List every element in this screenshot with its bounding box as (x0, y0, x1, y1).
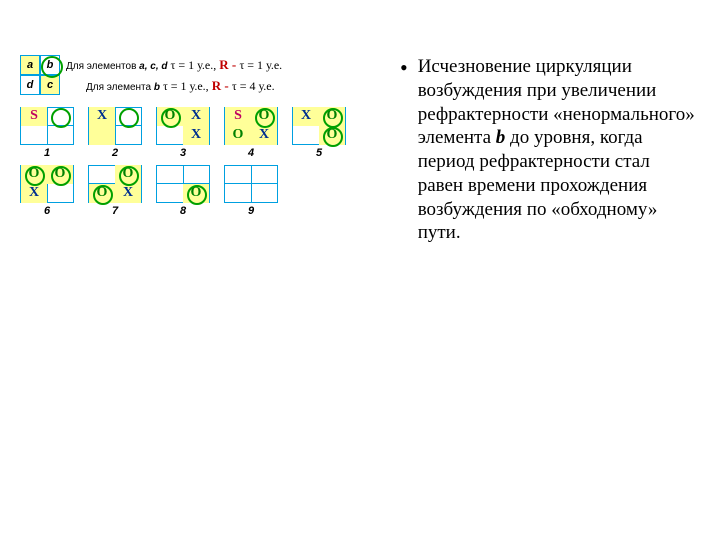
panels-row-bottom: OOX6OOX7O89 (20, 165, 360, 217)
panel-grid-4: SOOX (224, 107, 278, 145)
panel-grid-8: O (156, 165, 210, 203)
cell-a: a (20, 55, 40, 75)
panel-label-7: 7 (112, 205, 118, 217)
panel-grid-6: OOX (20, 165, 74, 203)
panel-7: OOX 7 (88, 165, 142, 217)
cell-br: X (183, 126, 209, 145)
cell-br (47, 126, 73, 145)
header-row: a b d c Для элементов a, c, d τ = 1 у.е.… (20, 55, 360, 97)
l1-tau: τ = 1 у.е., (168, 58, 220, 72)
cell-tr: O (115, 165, 141, 184)
l1-R: R - (219, 57, 239, 72)
abcd-grid: a b d c (20, 55, 60, 95)
cell-br (47, 184, 73, 203)
l2-rtau: τ = 4 у.е. (232, 79, 275, 93)
formula-line-1: Для элементов a, c, d τ = 1 у.е., R - τ … (66, 55, 282, 76)
cell-tl (89, 165, 115, 184)
cell-tr: X (183, 107, 209, 126)
cell-d: d (20, 75, 40, 95)
cell-tl (157, 165, 183, 184)
cell-br: O (183, 184, 209, 203)
panel-grid-5: XOO (292, 107, 346, 145)
l1-rtau: τ = 1 у.е. (239, 58, 282, 72)
cell-tr: O (47, 165, 73, 184)
l2-tau: τ = 1 у.е., (160, 79, 212, 93)
cell-tl: O (21, 165, 47, 184)
panel-label-3: 3 (180, 147, 186, 159)
text-column: • Исчезновение циркуляции возбуждения пр… (390, 55, 695, 245)
panel-4: SOOX 4 (224, 107, 278, 159)
panel-grid-7: OOX (88, 165, 142, 203)
bullet-icon: • (400, 55, 408, 245)
cell-tr (183, 165, 209, 184)
cell-br (115, 126, 141, 145)
panel-label-1: 1 (44, 147, 50, 159)
panel-grid-1: S (20, 107, 74, 145)
panel-3: OXX 3 (156, 107, 210, 159)
cell-bl: O (89, 184, 115, 203)
cell-tr: O (319, 107, 345, 126)
formula-block: Для элементов a, c, d τ = 1 у.е., R - τ … (66, 55, 282, 97)
cell-tr (47, 107, 73, 126)
diagram-area: a b d c Для элементов a, c, d τ = 1 у.е.… (20, 55, 360, 245)
l2-R: R - (212, 78, 232, 93)
panel-label-5: 5 (316, 147, 322, 159)
panels-row-top: S1X2OXX3SOOX4XOO5 (20, 107, 360, 159)
cell-bl (225, 184, 251, 203)
cell-tl: S (21, 107, 47, 126)
panel-6: OOX 6 (20, 165, 74, 217)
panel-8: O8 (156, 165, 210, 217)
panel-2: X2 (88, 107, 142, 159)
cell-br (251, 184, 277, 203)
cell-tl: X (89, 107, 115, 126)
cell-bl (89, 126, 115, 145)
cell-bl (21, 126, 47, 145)
cell-tr: O (251, 107, 277, 126)
cell-tl: X (293, 107, 319, 126)
formula-line-2: Для элемента b τ = 1 у.е., R - τ = 4 у.е… (66, 76, 282, 97)
panel-label-9: 9 (248, 205, 254, 217)
panel-grid-2: X (88, 107, 142, 145)
cell-br: O (319, 126, 345, 145)
cell-tl: S (225, 107, 251, 126)
para-bold-b: b (496, 127, 506, 148)
cell-br: X (251, 126, 277, 145)
panel-grid-9 (224, 165, 278, 203)
panel-label-4: 4 (248, 147, 254, 159)
cell-b: b (40, 55, 60, 75)
cell-bl: O (225, 126, 251, 145)
l2-prefix: Для элемента (86, 82, 154, 93)
cell-tl: O (157, 107, 183, 126)
cell-c: c (40, 75, 60, 95)
cell-bl (157, 126, 183, 145)
l1-elems: a, c, d (139, 61, 167, 72)
cell-br: X (115, 184, 141, 203)
cell-tl (225, 165, 251, 184)
cell-bl (157, 184, 183, 203)
panel-1: S1 (20, 107, 74, 159)
cell-tr (115, 107, 141, 126)
cell-tr (251, 165, 277, 184)
panel-label-2: 2 (112, 147, 118, 159)
panel-label-6: 6 (44, 205, 50, 217)
panel-5: XOO 5 (292, 107, 346, 159)
panel-label-8: 8 (180, 205, 186, 217)
l1-prefix: Для элементов (66, 61, 139, 72)
cell-bl: X (21, 184, 47, 203)
panel-grid-3: OXX (156, 107, 210, 145)
cell-bl (293, 126, 319, 145)
paragraph: Исчезновение циркуляции возбуждения при … (418, 55, 695, 245)
panel-9: 9 (224, 165, 278, 217)
